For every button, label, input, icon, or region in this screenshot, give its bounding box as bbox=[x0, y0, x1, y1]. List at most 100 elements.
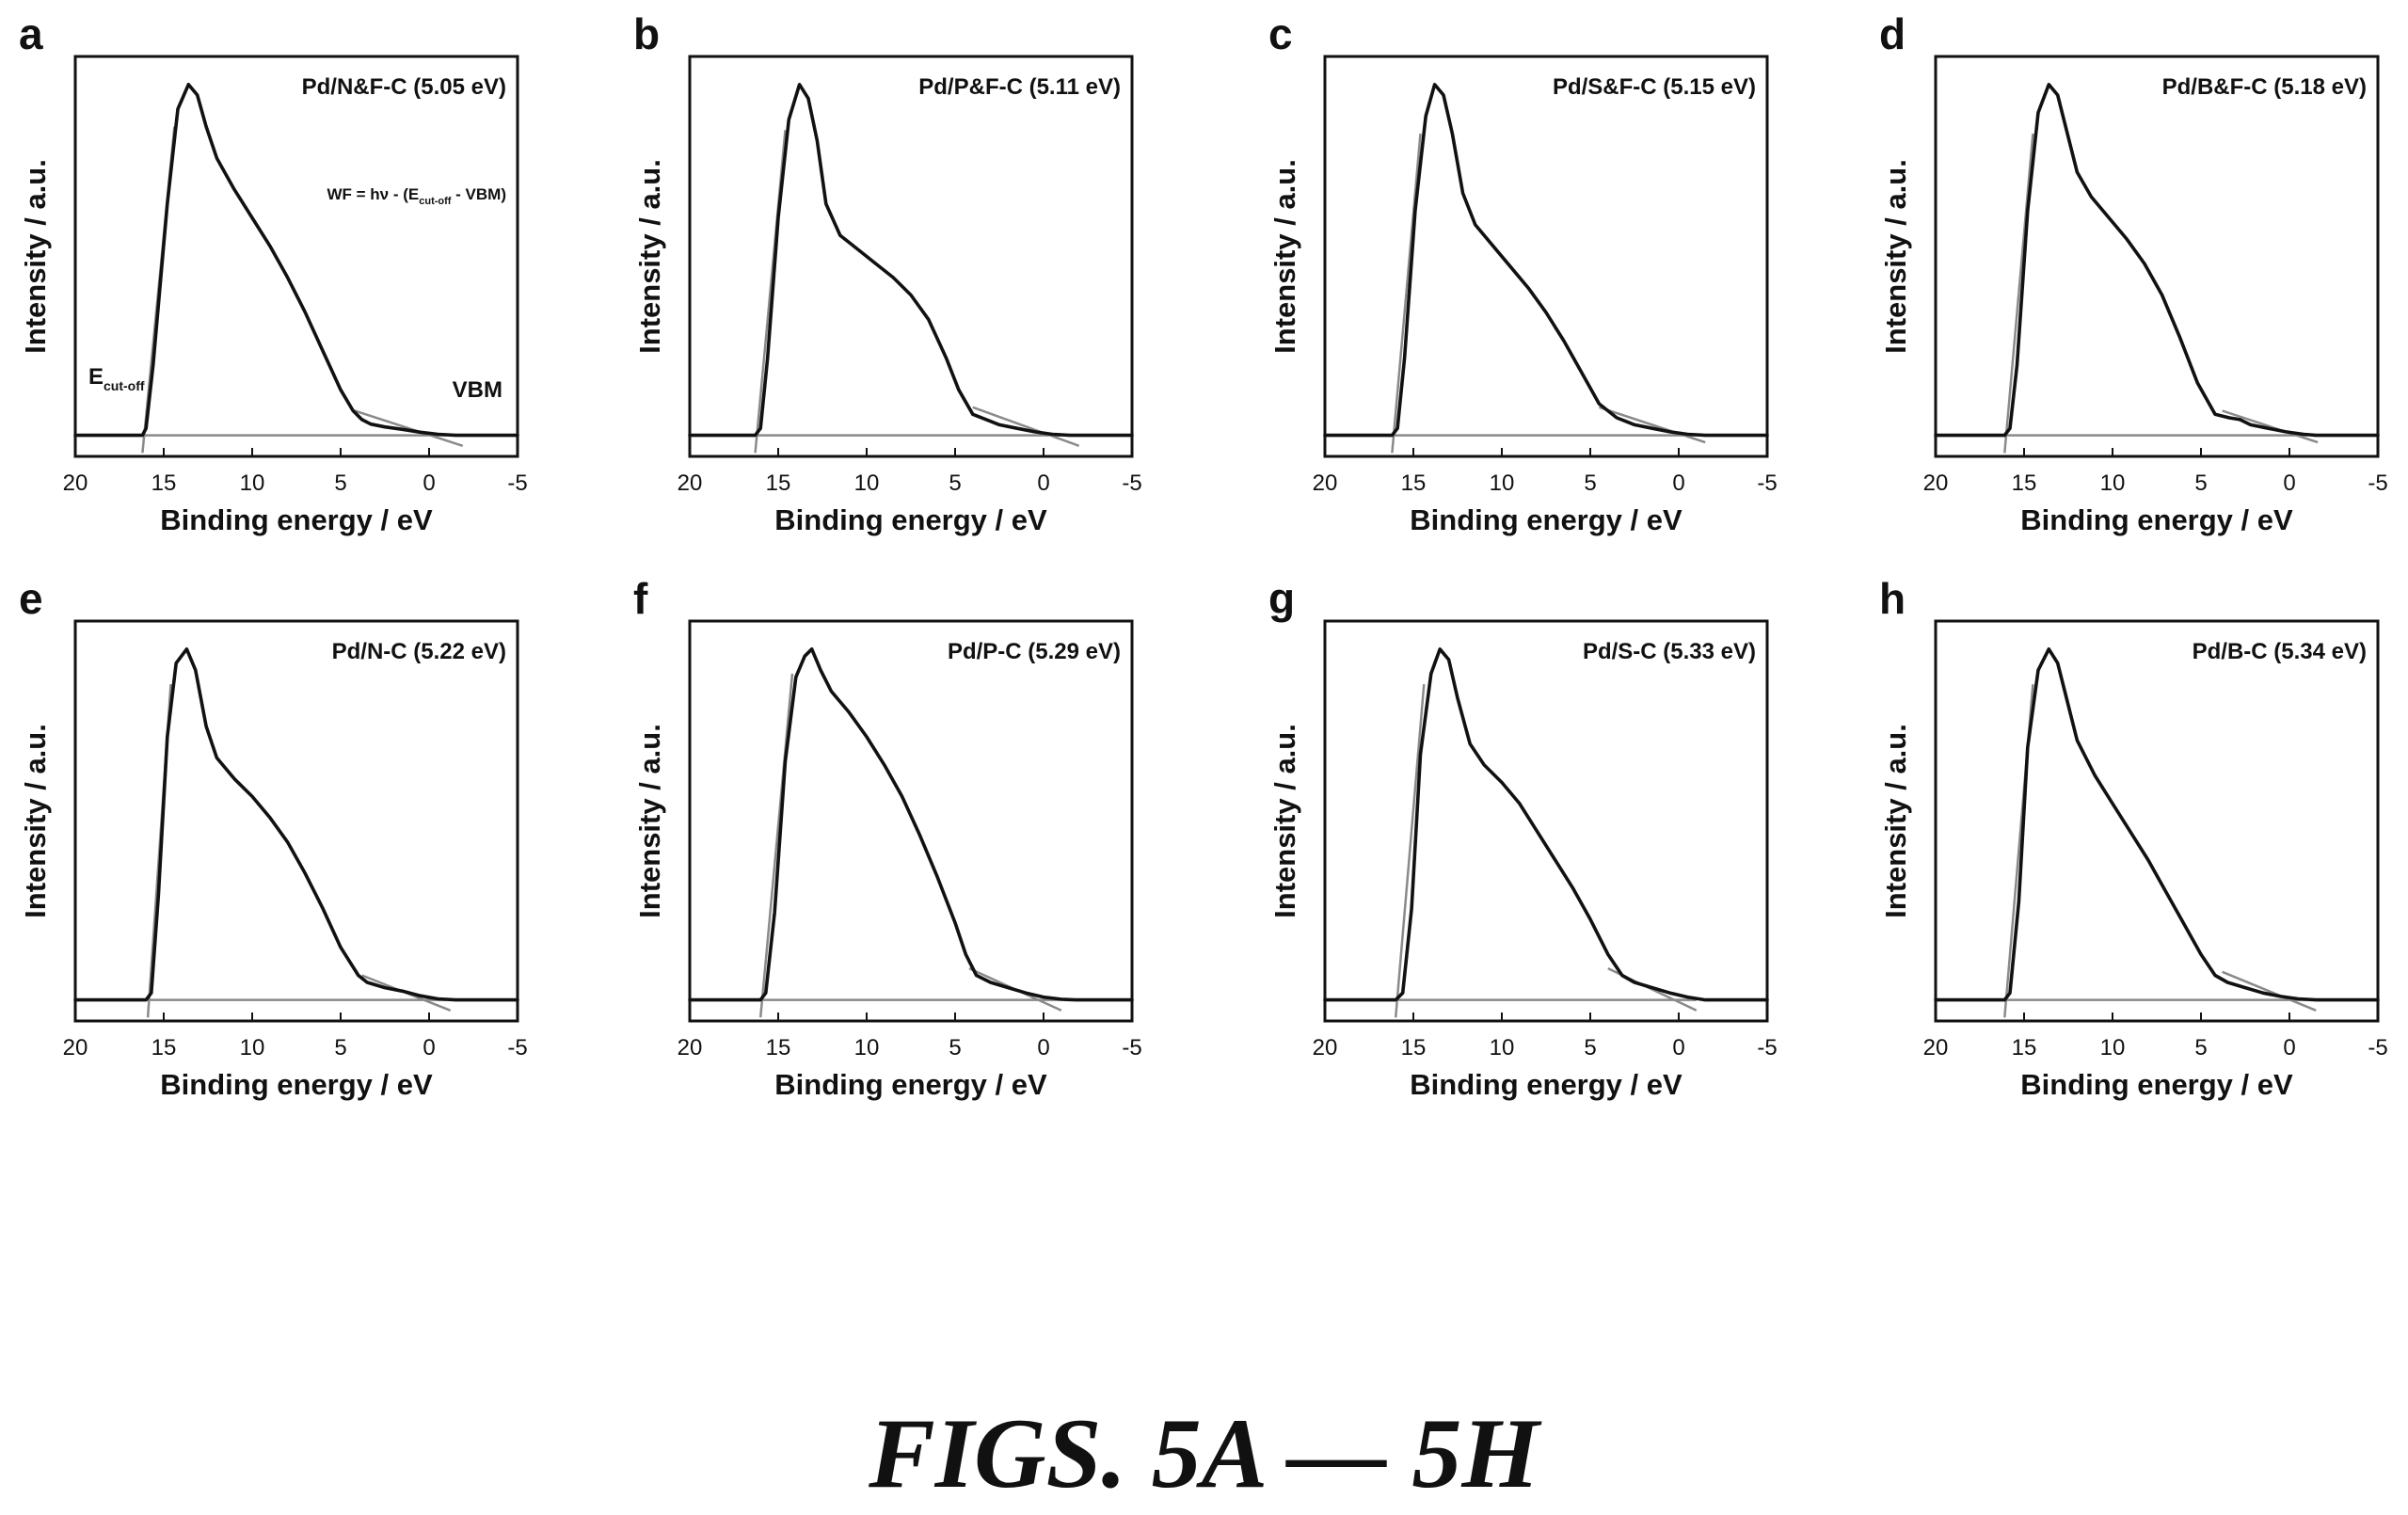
panel-letter: a bbox=[19, 9, 43, 58]
panel-c: 20 15 10 5 0 -5 c Pd/S&F-C (5.15 eV) Binding ene… bbox=[1268, 9, 1778, 536]
spectrum-line bbox=[1934, 647, 2380, 1002]
y-axis-label: Intensity / a.u. bbox=[1879, 159, 1912, 354]
x-tick-label: 20 bbox=[1313, 1035, 1338, 1060]
plot-frame bbox=[688, 619, 1134, 1023]
x-tick-label: 0 bbox=[1037, 1035, 1049, 1060]
spectrum-line bbox=[688, 83, 1134, 438]
x-tick-label: 10 bbox=[2100, 470, 2126, 496]
plot-frame bbox=[688, 55, 1134, 458]
x-axis-label: Binding energy / eV bbox=[160, 1068, 433, 1101]
x-tick-label: 10 bbox=[1490, 470, 1515, 496]
fit-line bbox=[354, 409, 464, 447]
ecut-off-label: Ecut-off bbox=[88, 364, 145, 393]
y-axis-label: Intensity / a.u. bbox=[19, 159, 52, 354]
x-tick-label: 10 bbox=[854, 470, 880, 496]
y-axis-label: Intensity / a.u. bbox=[19, 724, 52, 918]
fit-line bbox=[1391, 133, 1422, 454]
x-tick-label: 15 bbox=[1401, 1035, 1427, 1060]
x-tick-label: 15 bbox=[766, 1035, 791, 1060]
x-tick-label: -5 bbox=[2368, 470, 2387, 496]
x-tick-label: -5 bbox=[1757, 470, 1777, 496]
spectrum-line bbox=[73, 647, 519, 1002]
plot-frame bbox=[73, 55, 519, 458]
x-tick-label: 5 bbox=[1584, 470, 1596, 496]
spectrum-line bbox=[688, 647, 1134, 1002]
spectrum-line bbox=[1323, 647, 1769, 1002]
x-tick-label: -5 bbox=[1122, 1035, 1141, 1060]
x-tick-label: 20 bbox=[63, 470, 88, 496]
x-tick-label: 0 bbox=[423, 1035, 435, 1060]
x-tick-label: 15 bbox=[151, 1035, 177, 1060]
fit-line bbox=[2222, 970, 2317, 1012]
panel-g: 20 15 10 5 0 -5 g Pd/S-C (5.33 eV) Binding energ… bbox=[1268, 574, 1778, 1101]
x-axis-label: Binding energy / eV bbox=[774, 1068, 1047, 1101]
x-tick-label: 20 bbox=[63, 1035, 88, 1060]
plot-frame bbox=[73, 619, 519, 1023]
panel-title: Pd/P-C (5.29 eV) bbox=[948, 639, 1121, 664]
plot-frame bbox=[1323, 619, 1769, 1023]
plot-frame bbox=[1323, 55, 1769, 458]
work-function-formula: WF = hν - (Ecut-off - VBM) bbox=[327, 185, 506, 207]
x-tick-label: 20 bbox=[678, 470, 703, 496]
panel-letter: e bbox=[19, 574, 43, 623]
y-axis-label: Intensity / a.u. bbox=[1268, 159, 1301, 354]
panel-title: Pd/S&F-C (5.15 eV) bbox=[1553, 74, 1756, 100]
x-tick-label: -5 bbox=[1757, 1035, 1777, 1060]
panel-title: Pd/N-C (5.22 eV) bbox=[332, 639, 506, 664]
x-tick-label: 20 bbox=[1923, 470, 1949, 496]
x-tick-label: 5 bbox=[2194, 1035, 2207, 1060]
plot-frame bbox=[1934, 55, 2380, 458]
fit-line bbox=[1394, 683, 1426, 1018]
panel-letter: c bbox=[1268, 9, 1293, 58]
panel-f: 20 15 10 5 0 -5 f Pd/P-C (5.29 eV) Binding energ… bbox=[633, 574, 1142, 1101]
panel-e: 20 15 10 5 0 -5 e Pd/N-C (5.22 eV) Binding energ… bbox=[19, 574, 528, 1101]
x-axis-label: Binding energy / eV bbox=[2020, 503, 2293, 536]
spectrum-line bbox=[1934, 83, 2380, 438]
x-tick-label: 20 bbox=[1313, 470, 1338, 496]
figure-caption: FIGS. 5A — 5H bbox=[869, 1398, 1539, 1508]
fit-line bbox=[1599, 406, 1706, 444]
x-tick-label: 0 bbox=[1672, 470, 1684, 496]
x-tick-label: 5 bbox=[2194, 470, 2207, 496]
x-axis-label: Binding energy / eV bbox=[1410, 1068, 1682, 1101]
panel-title: Pd/B&F-C (5.18 eV) bbox=[2162, 74, 2367, 100]
x-tick-label: 0 bbox=[423, 470, 435, 496]
x-tick-label: 10 bbox=[1490, 1035, 1515, 1060]
x-tick-label: 10 bbox=[854, 1035, 880, 1060]
panel-title: Pd/P&F-C (5.11 eV) bbox=[918, 74, 1121, 100]
vbm-label: VBM bbox=[453, 377, 502, 403]
x-tick-label: 15 bbox=[151, 470, 177, 496]
x-axis-label: Binding energy / eV bbox=[1410, 503, 1682, 536]
panel-letter: g bbox=[1268, 574, 1295, 623]
panel-b: 20 15 10 5 0 -5 b Pd/P&F-C (5.11 eV) Binding ene… bbox=[633, 9, 1142, 536]
x-tick-label: 10 bbox=[240, 1035, 265, 1060]
panel-title: Pd/N&F-C (5.05 eV) bbox=[302, 74, 506, 100]
fit-line bbox=[2003, 133, 2034, 454]
panel-letter: b bbox=[633, 9, 660, 58]
panel-d: 20 15 10 5 0 -5 d Pd/B&F-C (5.18 eV) Binding ene… bbox=[1879, 9, 2388, 536]
x-tick-label: 15 bbox=[2012, 470, 2037, 496]
x-tick-label: 5 bbox=[949, 470, 961, 496]
x-tick-label: 5 bbox=[949, 1035, 961, 1060]
x-tick-label: -5 bbox=[1122, 470, 1141, 496]
panel-h: 20 15 10 5 0 -5 h Pd/B-C (5.34 eV) Binding energ… bbox=[1879, 574, 2388, 1101]
fit-line bbox=[2222, 409, 2319, 444]
x-tick-label: 5 bbox=[1584, 1035, 1596, 1060]
y-axis-label: Intensity / a.u. bbox=[633, 159, 666, 354]
y-axis-label: Intensity / a.u. bbox=[1879, 724, 1912, 918]
x-tick-label: 20 bbox=[1923, 1035, 1949, 1060]
plot-frame bbox=[1934, 619, 2380, 1023]
x-tick-label: 0 bbox=[1037, 470, 1049, 496]
x-tick-label: 20 bbox=[678, 1035, 703, 1060]
panel-title: Pd/S-C (5.33 eV) bbox=[1583, 639, 1756, 664]
panel-letter: h bbox=[1879, 574, 1906, 623]
x-tick-label: 15 bbox=[1401, 470, 1427, 496]
x-tick-label: -5 bbox=[507, 470, 527, 496]
x-axis-label: Binding energy / eV bbox=[160, 503, 433, 536]
x-tick-label: -5 bbox=[2368, 1035, 2387, 1060]
x-tick-label: 0 bbox=[1672, 1035, 1684, 1060]
x-tick-label: -5 bbox=[507, 1035, 527, 1060]
x-tick-label: 10 bbox=[240, 470, 265, 496]
x-tick-label: 10 bbox=[2100, 1035, 2126, 1060]
